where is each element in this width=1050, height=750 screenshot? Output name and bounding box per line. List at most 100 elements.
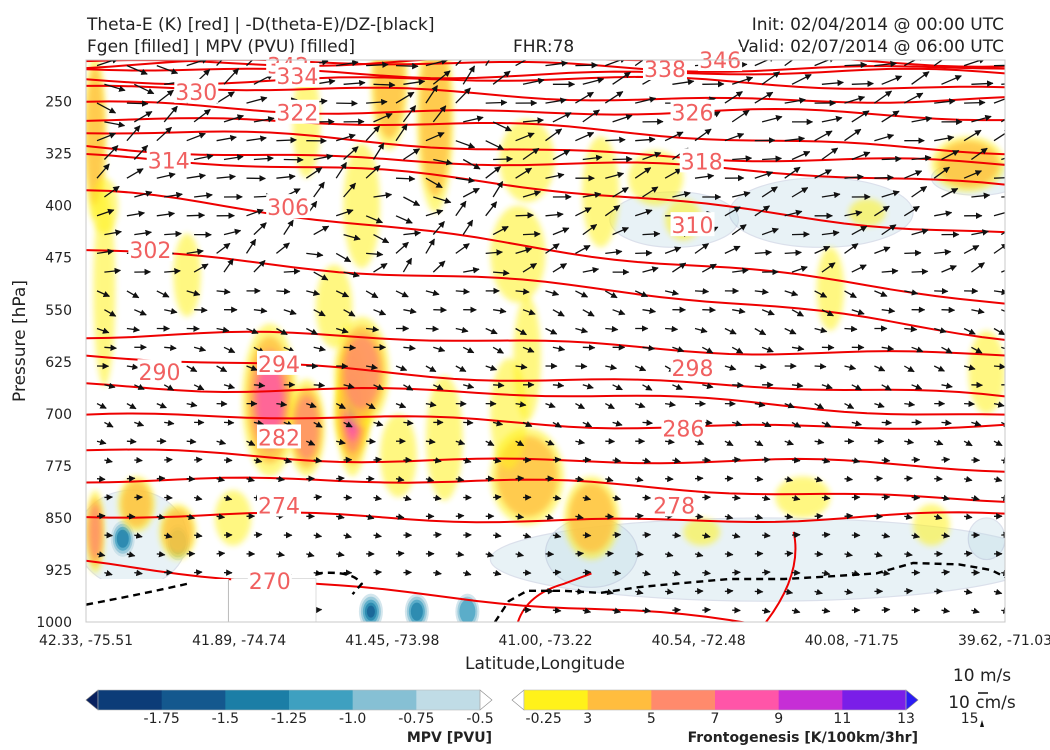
wind-vector bbox=[874, 60, 897, 68]
fgen-fill-region bbox=[683, 517, 721, 546]
wind-vector bbox=[164, 532, 173, 539]
wind-vector bbox=[941, 569, 951, 576]
fgen-fill-region bbox=[968, 330, 1005, 414]
wind-vector bbox=[186, 475, 196, 483]
wind-vector bbox=[844, 95, 866, 104]
wind-vector bbox=[275, 242, 290, 254]
wind-vector bbox=[941, 306, 956, 314]
wind-vector bbox=[821, 229, 840, 237]
wind-vector bbox=[814, 438, 825, 445]
wind-vector bbox=[754, 475, 764, 483]
wind-vector bbox=[343, 146, 359, 160]
wind-vector bbox=[612, 114, 633, 123]
wind-vector bbox=[246, 476, 255, 483]
wind-vector bbox=[993, 439, 1003, 447]
wind-vector bbox=[104, 531, 114, 539]
colorbar-frame bbox=[97, 689, 481, 711]
wind-vector bbox=[582, 531, 592, 539]
wind-vector bbox=[313, 225, 330, 236]
theta-e-label: 274 bbox=[258, 494, 300, 519]
wind-vector bbox=[462, 158, 481, 170]
wind-vector bbox=[373, 456, 383, 464]
wind-vector bbox=[874, 551, 883, 558]
wind-vector bbox=[433, 569, 442, 577]
wind-vector bbox=[134, 569, 143, 577]
theta-e-contour bbox=[86, 448, 1005, 473]
wind-vector bbox=[821, 569, 831, 577]
contour-label-bg bbox=[652, 492, 697, 517]
wind-vector bbox=[96, 402, 107, 409]
wind-vector bbox=[904, 289, 919, 296]
wind-vector bbox=[552, 382, 565, 389]
vector-scale-key: 10 m/s 10 cm/s bbox=[948, 666, 1016, 727]
wind-vector bbox=[425, 401, 437, 408]
fgen-fill-region bbox=[173, 233, 201, 317]
fgen-colorbar-title: Frontogenesis [K/100km/3hr] bbox=[688, 730, 918, 746]
wind-vector bbox=[881, 494, 891, 501]
wind-vector bbox=[642, 419, 653, 426]
wind-vector bbox=[216, 173, 236, 181]
wind-vector bbox=[694, 439, 705, 446]
wind-vector bbox=[133, 145, 149, 160]
wind-vector bbox=[432, 70, 451, 85]
wind-vector bbox=[934, 327, 947, 334]
wind-vector bbox=[993, 209, 1005, 217]
wind-vector bbox=[276, 400, 288, 408]
wind-vector bbox=[402, 257, 413, 273]
mpv-colorbar: -1.75 -1.5 -1.25 -1.0 -0.75 -0.5 -0.25 bbox=[85, 689, 562, 727]
wind-vector bbox=[971, 308, 985, 315]
wind-vector bbox=[634, 167, 652, 179]
wind-vector bbox=[575, 327, 589, 334]
wind-vector bbox=[246, 364, 258, 372]
wind-vector bbox=[403, 419, 414, 427]
wind-vector bbox=[186, 438, 197, 445]
wind-vector bbox=[814, 290, 828, 298]
valid-time: Valid: 02/07/2014 @ 06:00 UTC bbox=[738, 37, 1004, 57]
wind-vector bbox=[874, 174, 894, 181]
wind-vector bbox=[635, 588, 644, 596]
theta-e-contour bbox=[765, 531, 797, 622]
wind-vector bbox=[605, 248, 623, 256]
fgen-fill-region bbox=[214, 490, 252, 546]
wind-vector bbox=[754, 439, 764, 447]
wind-vector bbox=[821, 421, 832, 428]
theta-e-contour bbox=[86, 354, 1005, 398]
y-tick-label: 775 bbox=[45, 459, 72, 475]
wind-vector bbox=[545, 60, 569, 67]
vector-layer bbox=[96, 60, 1005, 614]
wind-vector bbox=[455, 365, 467, 372]
wind-vector bbox=[395, 175, 416, 182]
wind-vector bbox=[164, 230, 182, 238]
wind-vector bbox=[754, 60, 776, 67]
wind-vector bbox=[934, 287, 949, 295]
plot-frame bbox=[85, 59, 1006, 623]
fgen-fill-region bbox=[490, 205, 546, 303]
wind-vector bbox=[963, 588, 973, 595]
x-axis: 42.33, -75.51 41.89, -74.74 41.45, -73.98 4… bbox=[39, 633, 1050, 649]
wind-vector bbox=[582, 607, 592, 614]
x-tick-label: 42.33, -75.51 bbox=[39, 633, 133, 649]
wind-vector bbox=[934, 98, 956, 105]
wind-vector bbox=[964, 550, 973, 557]
wind-vector bbox=[343, 233, 361, 241]
wind-vector bbox=[373, 420, 384, 427]
wind-vector bbox=[635, 96, 657, 104]
wind-vector bbox=[904, 325, 918, 333]
wind-vector bbox=[366, 98, 388, 106]
wind-vector bbox=[306, 251, 324, 258]
wind-vector bbox=[844, 475, 854, 483]
wind-vector bbox=[343, 532, 352, 539]
wind-vector bbox=[545, 513, 554, 520]
wind-vector bbox=[515, 167, 533, 179]
wind-vector bbox=[672, 346, 685, 353]
wind-vector bbox=[844, 325, 858, 333]
wind-vector bbox=[216, 60, 223, 67]
wind-vector bbox=[575, 550, 585, 557]
wind-vector bbox=[971, 114, 992, 123]
wind-vector bbox=[485, 99, 508, 106]
wind-vector bbox=[732, 420, 743, 427]
wind-vector bbox=[612, 71, 631, 85]
wind-vector bbox=[96, 290, 110, 297]
wind-vector bbox=[575, 244, 591, 254]
wind-vector bbox=[313, 421, 323, 428]
